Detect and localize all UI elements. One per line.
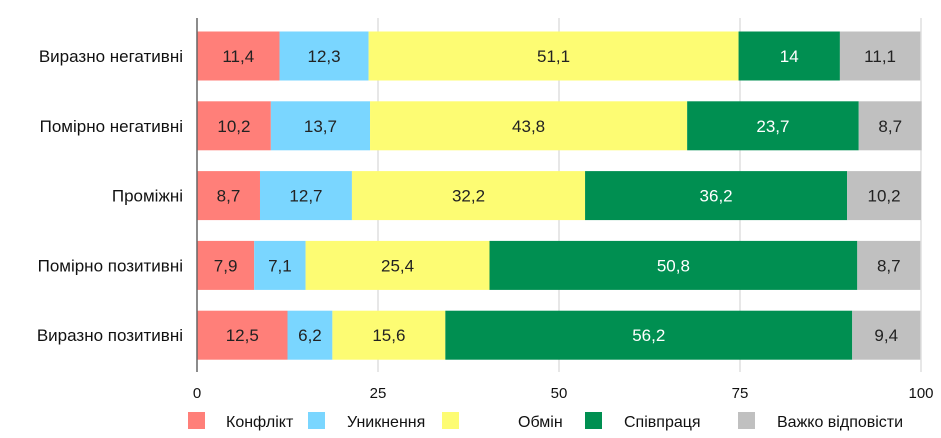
data-label: 7,9 bbox=[214, 256, 238, 275]
data-label: 9,4 bbox=[874, 326, 898, 345]
x-tick-label: 75 bbox=[732, 385, 749, 402]
bar-segment bbox=[738, 31, 840, 81]
data-label: 11,4 bbox=[222, 47, 254, 66]
bar-segment bbox=[351, 171, 586, 221]
data-label: 12,3 bbox=[308, 47, 341, 66]
data-label: 11,1 bbox=[864, 47, 896, 66]
x-tick-label: 50 bbox=[551, 385, 568, 402]
x-tick-label: 25 bbox=[370, 385, 387, 402]
x-tick-label: 0 bbox=[193, 385, 201, 402]
data-label: 8,7 bbox=[877, 256, 901, 275]
bar-segment bbox=[489, 240, 858, 290]
legend-label: Конфлікт bbox=[226, 414, 294, 431]
data-label: 12,5 bbox=[226, 326, 259, 345]
data-label: 51,1 bbox=[537, 47, 570, 66]
data-label: 10,2 bbox=[217, 117, 250, 136]
data-label: 15,6 bbox=[372, 326, 405, 345]
bar-segment bbox=[370, 101, 688, 151]
bar-segment bbox=[687, 101, 859, 151]
bar-segment bbox=[858, 101, 922, 151]
data-label: 8,7 bbox=[217, 187, 241, 206]
category-label: Помірно негативні bbox=[40, 117, 183, 136]
data-label: 13,7 bbox=[304, 117, 337, 136]
bar-segment bbox=[197, 101, 271, 151]
bar-segment bbox=[839, 31, 921, 81]
bar-segment bbox=[197, 171, 260, 221]
legend-swatch bbox=[585, 412, 602, 429]
bar-segment bbox=[287, 310, 333, 360]
x-tick-label: 100 bbox=[908, 385, 933, 402]
bar-segment bbox=[197, 31, 280, 81]
data-label: 50,8 bbox=[657, 256, 690, 275]
legend-swatch bbox=[442, 412, 459, 429]
bar-segment bbox=[857, 240, 921, 290]
category-label: Виразно позитивні bbox=[37, 326, 183, 345]
legend-label: Уникнення bbox=[347, 414, 425, 431]
data-label: 23,7 bbox=[756, 117, 789, 136]
bar-segment bbox=[270, 101, 371, 151]
category-label: Виразно негативні bbox=[39, 47, 183, 66]
data-label: 32,2 bbox=[452, 187, 485, 206]
data-label: 25,4 bbox=[381, 256, 414, 275]
data-label: 56,2 bbox=[632, 326, 665, 345]
category-label: Помірно позитивні bbox=[38, 256, 183, 275]
bar-segment bbox=[852, 310, 921, 360]
bar-segment bbox=[197, 240, 255, 290]
legend-swatch bbox=[308, 412, 325, 429]
data-label: 7,1 bbox=[268, 256, 292, 275]
bar-segment bbox=[259, 171, 352, 221]
bar-segment bbox=[332, 310, 446, 360]
legend-swatch bbox=[738, 412, 755, 429]
data-label: 14 bbox=[780, 47, 799, 66]
bar-segment bbox=[305, 240, 490, 290]
bar-segment bbox=[585, 171, 848, 221]
bar-segment bbox=[279, 31, 369, 81]
bar-segment bbox=[368, 31, 739, 81]
data-label: 10,2 bbox=[868, 187, 901, 206]
bar-segment bbox=[197, 310, 288, 360]
legend-swatch bbox=[188, 412, 205, 429]
data-label: 6,2 bbox=[298, 326, 322, 345]
data-label: 36,2 bbox=[700, 187, 733, 206]
data-label: 8,7 bbox=[878, 117, 902, 136]
data-label: 12,7 bbox=[289, 187, 322, 206]
legend-label: Важко відповісти bbox=[777, 414, 903, 431]
legend-label: Обмін bbox=[518, 414, 563, 431]
bar-segment bbox=[445, 310, 853, 360]
bar-segment bbox=[847, 171, 921, 221]
data-label: 43,8 bbox=[512, 117, 545, 136]
legend-label: Співпраця bbox=[624, 414, 701, 431]
bar-segment bbox=[254, 240, 306, 290]
category-label: Проміжні bbox=[112, 187, 183, 206]
